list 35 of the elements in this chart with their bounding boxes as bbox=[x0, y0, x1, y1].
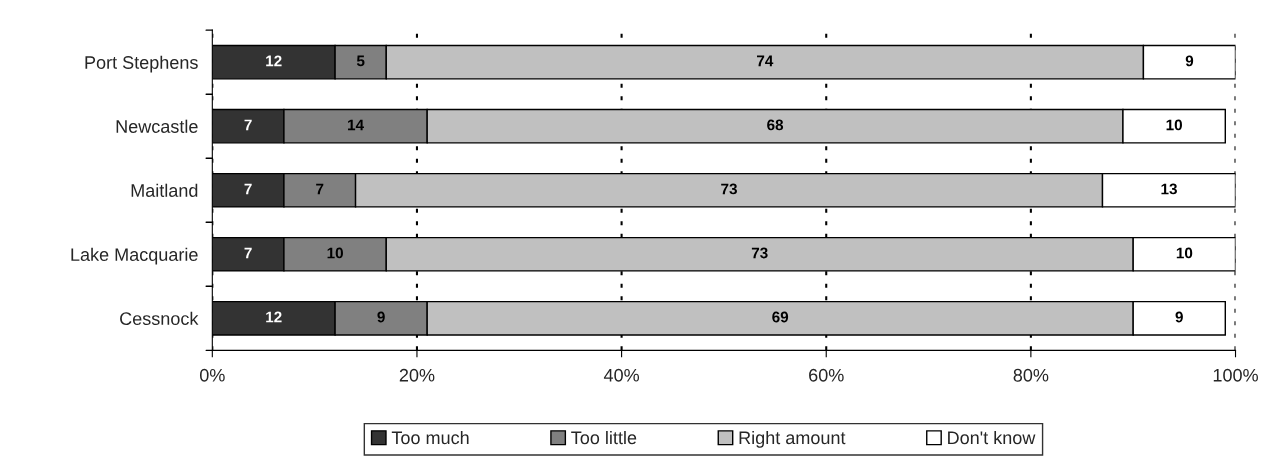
data-label: 5 bbox=[356, 55, 365, 67]
data-label: 73 bbox=[751, 247, 768, 259]
data-label: 7 bbox=[244, 119, 252, 131]
data-label: 10 bbox=[1166, 119, 1182, 131]
legend-label: Don't know bbox=[948, 430, 1036, 445]
y-tick-label: Newcastle bbox=[116, 119, 198, 133]
x-tick-label: 60% bbox=[809, 368, 844, 382]
data-label: 10 bbox=[1176, 247, 1193, 259]
data-label: 7 bbox=[244, 247, 252, 259]
data-label: 68 bbox=[767, 119, 784, 131]
y-tick-label: Cessnock bbox=[120, 311, 199, 326]
legend-label: Too little bbox=[571, 430, 637, 445]
data-label: 14 bbox=[348, 119, 364, 131]
data-label: 13 bbox=[1161, 183, 1177, 195]
legend-label: Too much bbox=[391, 430, 469, 445]
data-label: 73 bbox=[721, 183, 737, 195]
x-tick-label: 80% bbox=[1013, 368, 1049, 382]
x-tick-label: 0% bbox=[199, 368, 225, 382]
data-label: 7 bbox=[244, 183, 252, 195]
data-label: 74 bbox=[757, 55, 774, 67]
data-label: 9 bbox=[377, 311, 385, 323]
x-tick-label: 100% bbox=[1213, 368, 1258, 382]
x-tick-label: 20% bbox=[399, 368, 435, 382]
y-tick-label: Port Stephens bbox=[85, 55, 198, 73]
data-label: 12 bbox=[266, 311, 282, 323]
data-label: 9 bbox=[1175, 311, 1183, 323]
y-tick-label: Maitland bbox=[131, 183, 198, 197]
data-label: 10 bbox=[327, 247, 343, 259]
data-label: 7 bbox=[316, 183, 324, 195]
data-label: 69 bbox=[772, 311, 789, 323]
data-label: 9 bbox=[1185, 55, 1194, 67]
legend-label: Right amount bbox=[739, 430, 846, 448]
y-tick-label: Lake Macquarie bbox=[71, 247, 198, 265]
x-tick-label: 40% bbox=[603, 368, 640, 382]
data-label: 12 bbox=[266, 55, 282, 67]
